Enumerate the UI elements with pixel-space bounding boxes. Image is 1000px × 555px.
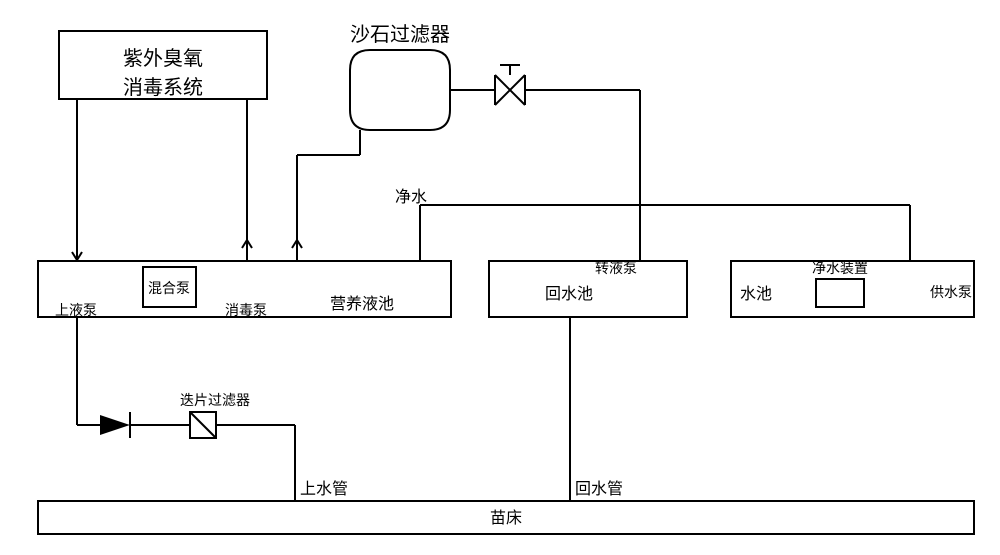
uv-ozone-label-1: 紫外臭氧 [60,42,266,71]
uv-ozone-box: 紫外臭氧 消毒系统 [58,30,268,100]
return-pipe-label: 回水管 [575,475,623,499]
return-tank-label: 回水池 [545,280,593,304]
up-pump-label: 上液泵 [55,300,97,320]
seedbed-box: 苗床 [37,500,975,535]
clean-water-label: 净水 [395,183,427,207]
disc-filter-label: 迭片过滤器 [180,390,250,410]
inlet-pipe-label: 上水管 [300,475,348,499]
seedbed-label: 苗床 [490,510,522,527]
purifier-label: 净水装置 [812,258,868,278]
purifier-box [815,278,865,308]
sand-filter-label: 沙石过滤器 [350,18,450,47]
mixing-pump-label: 混合泵 [148,278,190,298]
supply-pump-label: 供水泵 [930,282,972,302]
disinfect-pump-label: 消毒泵 [225,300,267,320]
transfer-pump-label: 转液泵 [595,258,637,278]
nutrient-tank-label: 营养液池 [330,290,394,314]
uv-ozone-label-2: 消毒系统 [60,71,266,100]
water-tank-label: 水池 [740,280,772,304]
